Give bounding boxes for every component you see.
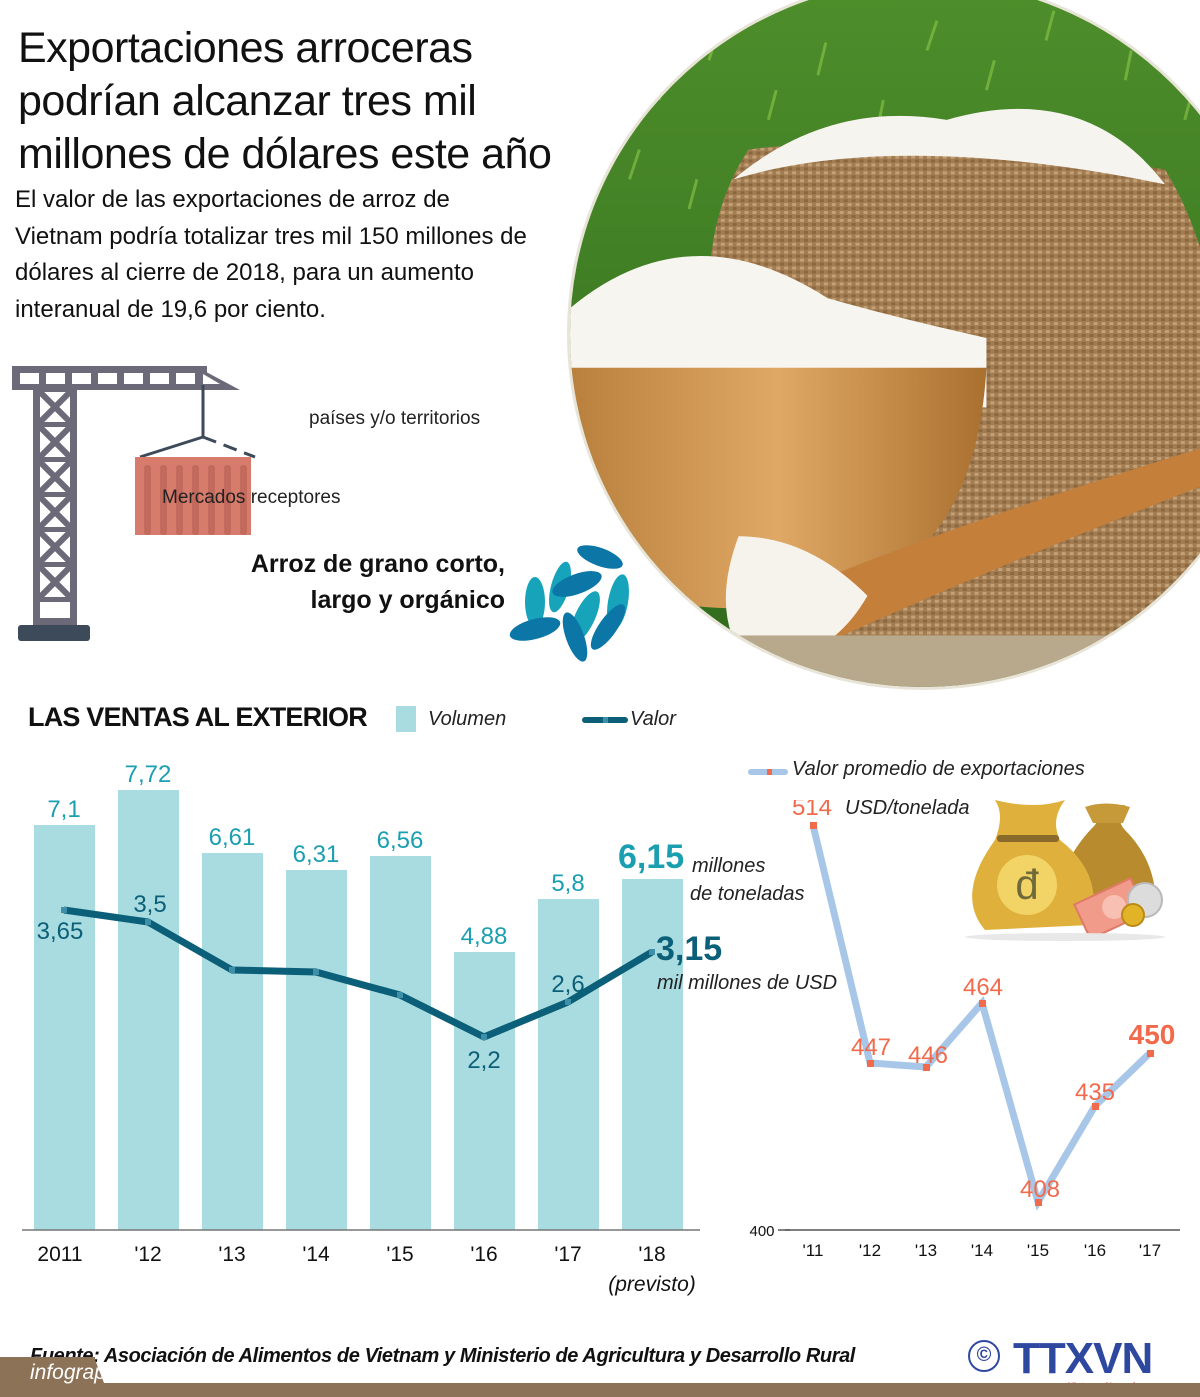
year-label: '12: [134, 1243, 161, 1266]
agency-logo: TTXVN: [1013, 1334, 1153, 1383]
footer-tab-slope: [94, 1357, 104, 1383]
bar-2015: [370, 856, 431, 1230]
year-label: '17: [554, 1243, 581, 1266]
bar-2012: [118, 790, 179, 1230]
avg-unit: USD/tonelada: [845, 797, 970, 819]
vol-label: 6,61: [209, 824, 256, 851]
avg-legend-marker: [767, 769, 772, 775]
avg-label: 447: [851, 1034, 891, 1061]
val-label: 2,6: [551, 971, 584, 998]
avg-year: '11: [803, 1241, 824, 1260]
avg-label: 408: [1020, 1176, 1060, 1203]
markets-label: Mercados receptores: [162, 487, 341, 508]
year-label: '15: [386, 1243, 413, 1266]
copyright-icon: ©: [968, 1340, 1000, 1372]
year-label: 2011: [37, 1243, 82, 1266]
exports-chart-canvas: 7,1 7,72 6,61 6,31 6,56 4,88 5,8 3,65 3,…: [22, 761, 700, 1296]
legend-value-label: Valor: [630, 708, 676, 730]
value-line: [63, 906, 654, 1041]
rice-types: Arroz de grano corto, largo y orgánico: [205, 546, 505, 618]
rice-bowl-and-sack-photo-icon: [570, 0, 1200, 687]
rice-grains-icon: [509, 545, 629, 662]
value-unit: mil millones de USD: [657, 972, 838, 994]
rice-photo: [567, 0, 1200, 690]
bar-2011: [34, 825, 95, 1230]
page-title: Exportaciones arroceras podrían alcanzar…: [18, 24, 552, 178]
avg-price-line: [809, 824, 1153, 1211]
lead-paragraph: El valor de las exportaciones de arroz d…: [15, 186, 527, 323]
avg-label: 446: [908, 1042, 948, 1069]
year-label: '14: [302, 1243, 330, 1266]
highlight-volume: 6,15: [618, 838, 685, 876]
avg-y-tick: 400: [749, 1223, 774, 1240]
val-label: 3,5: [133, 891, 166, 918]
legend-volume-label: Volumen: [428, 708, 507, 730]
highlight-value: 3,15: [656, 930, 723, 968]
avg-year: '14: [971, 1241, 993, 1260]
shipping-container-icon: [135, 385, 256, 535]
avg-year: '12: [859, 1241, 881, 1260]
vol-label: 4,88: [461, 923, 508, 950]
val-label: 2,2: [467, 1047, 500, 1074]
vol-label: 6,31: [293, 841, 340, 868]
footer-bar: [0, 1383, 1200, 1397]
rice-types-line1: Arroz de grano corto,: [250, 550, 505, 578]
volume-bars: [34, 790, 683, 1230]
avg-year: '16: [1084, 1241, 1106, 1260]
bar-2014: [286, 870, 347, 1230]
avg-label: 435: [1075, 1079, 1115, 1106]
avg-year: '13: [915, 1241, 937, 1260]
bar-2017: [538, 899, 599, 1230]
site-link[interactable]: infographics.vn: [30, 1361, 172, 1384]
val-label: 3,65: [37, 918, 84, 945]
svg-text:đ: đ: [1015, 861, 1039, 908]
avg-price-line-chart: 514 447 446 464 408 435 450 400 '11 '12 …: [749, 800, 1180, 1260]
avg-year: '15: [1027, 1241, 1049, 1260]
year-label: '16: [470, 1243, 497, 1266]
avg-legend-label: Valor promedio de exportaciones: [792, 758, 1085, 780]
forecast-note: (previsto): [608, 1273, 696, 1296]
avg-label-highlight: 450: [1129, 1019, 1176, 1050]
chart-title: LAS VENTAS AL EXTERIOR: [28, 702, 368, 732]
markets-count-caption: países y/o territorios: [309, 408, 481, 429]
vol-label: 5,8: [551, 870, 584, 897]
legend-value-marker: [603, 717, 608, 723]
year-label: '13: [218, 1243, 245, 1266]
source-note: Fuente: Asociación de Alimentos de Vietn…: [30, 1345, 855, 1367]
bar-2016: [454, 952, 515, 1230]
money-bags-icon: đ: [965, 800, 1165, 941]
volume-unit-line1: millones: [692, 855, 766, 877]
exports-bar-chart: 7,1 7,72 6,61 6,31 6,56 4,88 5,8 3,65 3,…: [0, 750, 740, 1310]
avg-label: 464: [963, 974, 1003, 1001]
avg-year: '17: [1139, 1241, 1161, 1260]
bar-2018: [622, 879, 683, 1230]
vol-label: 6,56: [377, 827, 424, 854]
bar-2013: [202, 853, 263, 1230]
rice-types-line2: largo y orgánico: [310, 586, 505, 614]
vol-label: 7,72: [125, 761, 172, 788]
footer-tab: [0, 1357, 95, 1397]
vol-label: 7,1: [47, 796, 80, 823]
volume-unit-line2: de toneladas: [690, 883, 805, 905]
avg-label: 514: [792, 800, 832, 821]
legend-volume-swatch: [396, 706, 416, 732]
year-label: '18: [638, 1243, 665, 1266]
crane-icon: [12, 366, 240, 641]
